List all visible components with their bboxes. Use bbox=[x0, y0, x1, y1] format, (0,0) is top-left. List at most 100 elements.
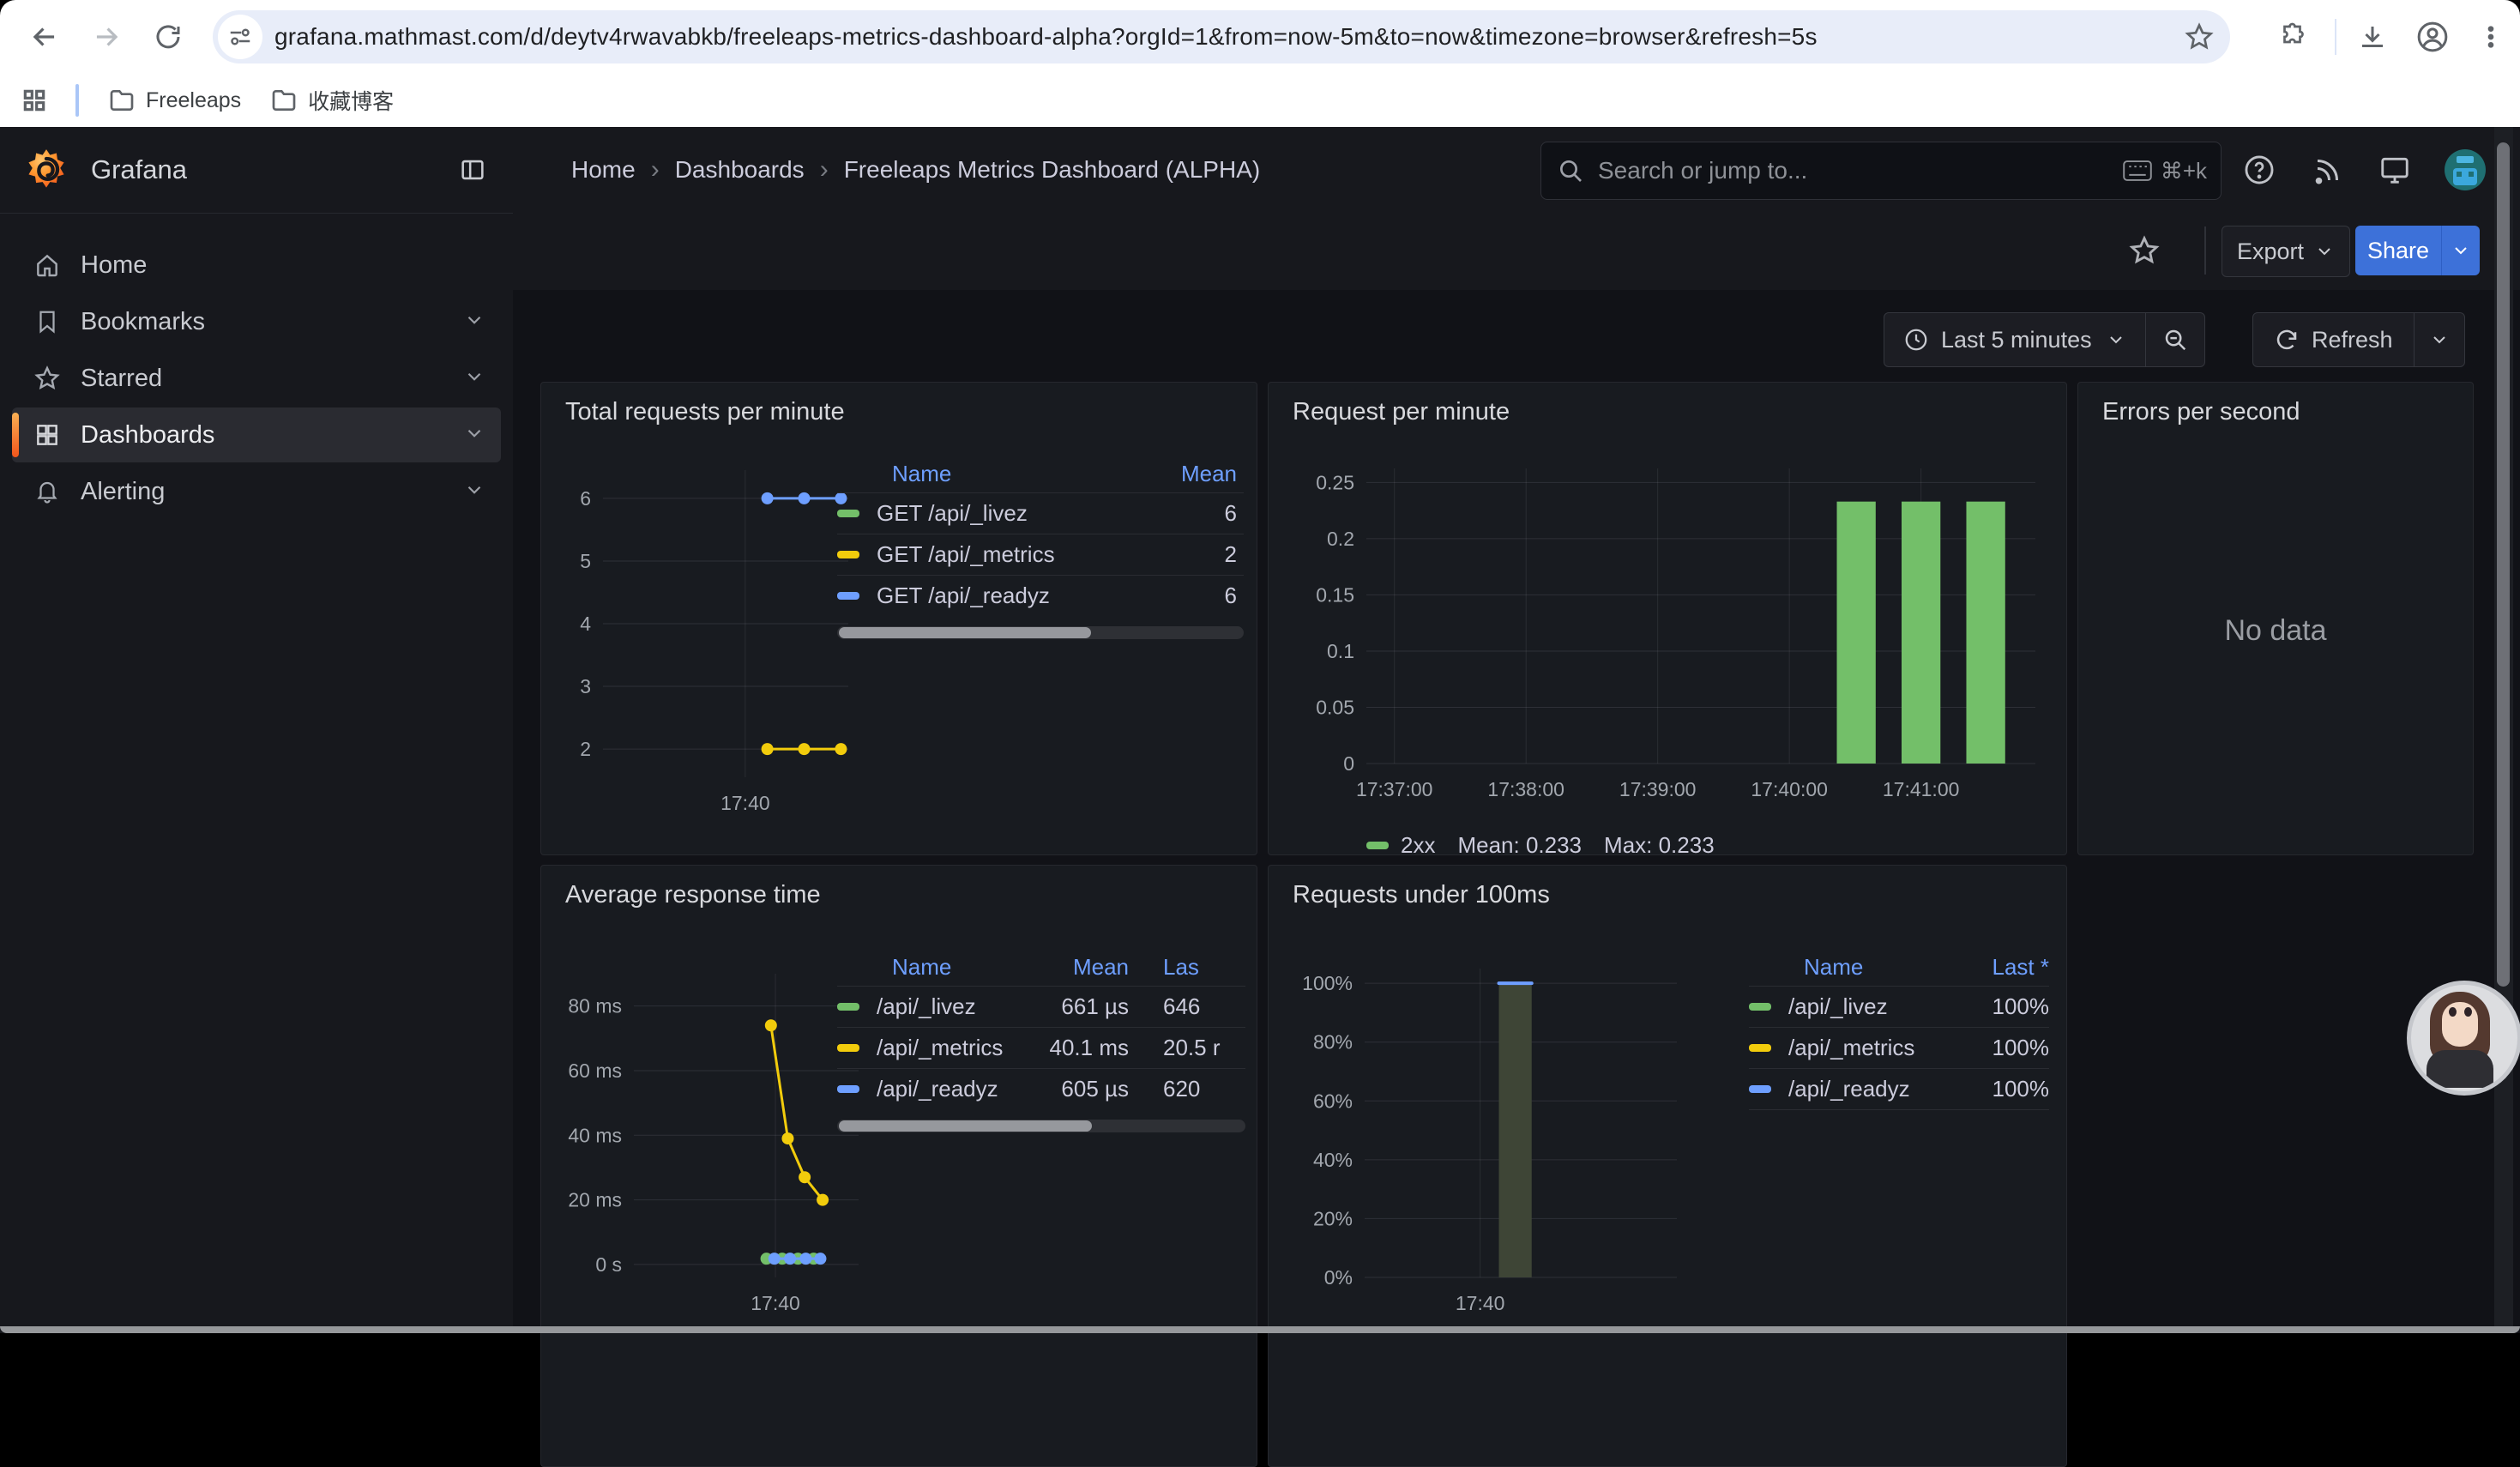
panel-errors-per-second[interactable]: Errors per second No data bbox=[2077, 382, 2474, 855]
svg-text:100%: 100% bbox=[1302, 972, 1353, 994]
legend-line[interactable]: 2xx Mean: 0.233 Max: 0.233 bbox=[1366, 832, 1737, 855]
dashboards-icon bbox=[33, 420, 62, 450]
export-button[interactable]: Export bbox=[2222, 226, 2350, 277]
downloads-icon[interactable] bbox=[2352, 16, 2393, 57]
extensions-icon[interactable] bbox=[2273, 16, 2314, 57]
svg-text:0 s: 0 s bbox=[595, 1253, 622, 1276]
svg-text:2: 2 bbox=[580, 738, 591, 760]
chevron-down-icon[interactable] bbox=[463, 309, 485, 335]
share-menu-button[interactable] bbox=[2441, 226, 2480, 275]
address-bar[interactable]: grafana.mathmast.com/d/deytv4rwavabkb/fr… bbox=[213, 10, 2230, 63]
average-response-time-chart: 17:400 s20 ms40 ms60 ms80 ms bbox=[558, 948, 864, 1343]
svg-text:20 ms: 20 ms bbox=[568, 1189, 622, 1211]
series-swatch bbox=[1749, 1044, 1771, 1052]
svg-text:17:37:00: 17:37:00 bbox=[1356, 778, 1433, 800]
sidebar-item-alerting[interactable]: Alerting bbox=[12, 464, 501, 519]
share-button[interactable]: Share bbox=[2355, 226, 2441, 275]
bookmark-star-icon[interactable] bbox=[2179, 16, 2220, 57]
sidebar-item-label: Home bbox=[81, 251, 501, 280]
legend-row[interactable]: GET /api/_metrics 2 bbox=[837, 534, 1244, 575]
sidebar-item-starred[interactable]: Starred bbox=[12, 351, 501, 406]
time-range-picker[interactable]: Last 5 minutes bbox=[1884, 313, 2145, 366]
svg-text:60%: 60% bbox=[1313, 1090, 1353, 1112]
bookmark-icon bbox=[33, 307, 62, 336]
grafana-logo-icon[interactable] bbox=[24, 148, 69, 192]
zoom-out-button[interactable] bbox=[2146, 313, 2204, 366]
site-settings-icon[interactable] bbox=[218, 15, 262, 59]
legend-row[interactable]: /api/_metrics 100% bbox=[1749, 1027, 2049, 1068]
series-swatch bbox=[837, 1085, 859, 1093]
url-text[interactable]: grafana.mathmast.com/d/deytv4rwavabkb/fr… bbox=[274, 23, 1818, 51]
sidebar-item-home[interactable]: Home bbox=[12, 238, 501, 293]
search-input[interactable] bbox=[1596, 156, 2123, 185]
legend-row[interactable]: /api/_metrics 40.1 ms 20.5 r bbox=[837, 1027, 1245, 1068]
back-icon[interactable] bbox=[24, 16, 65, 57]
bookmark-folder-blogs[interactable]: 收藏博客 bbox=[270, 85, 394, 116]
chevron-down-icon[interactable] bbox=[463, 365, 485, 392]
time-range-group: Last 5 minutes bbox=[1884, 312, 2205, 367]
star-icon bbox=[33, 364, 62, 393]
svg-text:17:40: 17:40 bbox=[751, 1292, 800, 1314]
dock-menu-icon[interactable] bbox=[458, 155, 487, 184]
panel-average-response-time[interactable]: Average response time 17:40 0 s 20 ms 40 ms… bbox=[540, 865, 1257, 1467]
panel-requests-under-100ms[interactable]: Requests under 100ms 17:400%20%40%60%80%… bbox=[1268, 865, 2067, 1467]
chevron-down-icon[interactable] bbox=[463, 479, 485, 505]
panel-title[interactable]: Total requests per minute bbox=[565, 398, 845, 426]
legend-scrollbar[interactable] bbox=[837, 1120, 1245, 1132]
news-rss-icon[interactable] bbox=[2309, 151, 2347, 189]
legend-scrollbar[interactable] bbox=[837, 626, 1244, 639]
panel-total-requests[interactable]: Total requests per minute 17:4023456 Nam… bbox=[540, 382, 1257, 855]
forward-icon[interactable] bbox=[86, 16, 127, 57]
svg-text:17:41:00: 17:41:00 bbox=[1883, 778, 1960, 800]
svg-text:60 ms: 60 ms bbox=[568, 1060, 622, 1082]
profile-icon[interactable] bbox=[2412, 16, 2453, 57]
legend-row[interactable]: /api/_readyz 100% bbox=[1749, 1068, 2049, 1110]
legend-header: Name Last * bbox=[1749, 948, 2049, 986]
page-scrollbar-thumb[interactable] bbox=[2497, 142, 2510, 987]
chevron-down-icon bbox=[2429, 329, 2450, 350]
reload-icon[interactable] bbox=[148, 16, 189, 57]
dashboard-canvas: Last 5 minutes Refresh Total requests pe… bbox=[513, 290, 2520, 1333]
svg-text:17:39:00: 17:39:00 bbox=[1619, 778, 1697, 800]
panel-request-per-minute[interactable]: Request per minute 17:37:0017:38:0017:39… bbox=[1268, 382, 2067, 855]
legend-row[interactable]: GET /api/_readyz 6 bbox=[837, 575, 1244, 616]
refresh-interval-button[interactable] bbox=[2414, 313, 2464, 366]
window-bottom-edge bbox=[0, 1326, 2520, 1333]
breadcrumb-dashboards[interactable]: Dashboards bbox=[675, 156, 805, 184]
assistant-avatar[interactable] bbox=[2407, 981, 2520, 1096]
sidebar-item-label: Bookmarks bbox=[81, 308, 463, 336]
legend-row[interactable]: GET /api/_livez 6 bbox=[837, 492, 1244, 534]
grafana-app: Grafana Home Bookmarks Starred bbox=[0, 127, 2520, 1333]
svg-text:0.25: 0.25 bbox=[1316, 471, 1354, 493]
user-avatar[interactable] bbox=[2445, 149, 2486, 190]
apps-grid-icon[interactable] bbox=[21, 87, 48, 114]
folder-icon bbox=[270, 87, 298, 114]
panel-title[interactable]: Average response time bbox=[565, 881, 821, 909]
series-swatch bbox=[837, 1003, 859, 1011]
search-box[interactable]: ⌘+k bbox=[1540, 142, 2222, 200]
breadcrumb-separator: › bbox=[651, 155, 660, 184]
panel-title[interactable]: Requests under 100ms bbox=[1293, 881, 1550, 909]
browser-menu-icon[interactable] bbox=[2470, 16, 2511, 57]
legend-row[interactable]: /api/_livez 100% bbox=[1749, 986, 2049, 1027]
panel-title[interactable]: Errors per second bbox=[2102, 398, 2300, 426]
chevron-down-icon[interactable] bbox=[463, 422, 485, 449]
svg-text:0.1: 0.1 bbox=[1327, 640, 1354, 662]
sidebar-item-bookmarks[interactable]: Bookmarks bbox=[12, 294, 501, 349]
breadcrumb-home[interactable]: Home bbox=[571, 156, 636, 184]
chevron-down-icon bbox=[2451, 240, 2471, 261]
brand-name[interactable]: Grafana bbox=[91, 154, 187, 185]
svg-text:0: 0 bbox=[1343, 752, 1354, 775]
help-icon[interactable] bbox=[2240, 151, 2278, 189]
bookmark-folder-freeleaps[interactable]: Freeleaps bbox=[108, 87, 241, 114]
svg-text:40 ms: 40 ms bbox=[568, 1124, 622, 1146]
legend-table: Name Mean Las /api/_livez 661 µs 646 /ap… bbox=[837, 948, 1245, 1132]
favorite-star-icon[interactable] bbox=[2125, 232, 2163, 269]
legend-row[interactable]: /api/_livez 661 µs 646 bbox=[837, 986, 1245, 1027]
sidebar-item-dashboards[interactable]: Dashboards bbox=[12, 408, 501, 462]
panel-title[interactable]: Request per minute bbox=[1293, 398, 1510, 426]
bookmarks-divider bbox=[75, 84, 79, 117]
legend-row[interactable]: /api/_readyz 605 µs 620 bbox=[837, 1068, 1245, 1109]
refresh-button[interactable]: Refresh bbox=[2253, 313, 2414, 366]
monitor-icon[interactable] bbox=[2376, 151, 2414, 189]
